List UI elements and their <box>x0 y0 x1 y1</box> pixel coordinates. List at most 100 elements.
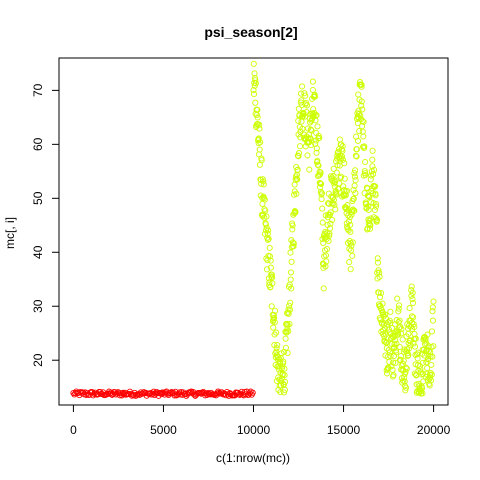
data-point <box>395 305 402 312</box>
data-point <box>333 191 340 198</box>
data-point <box>287 269 295 276</box>
y-tick-label: 30 <box>31 299 45 313</box>
data-point <box>414 355 421 362</box>
data-point <box>287 276 294 283</box>
data-point <box>323 245 331 253</box>
data-point <box>306 166 313 173</box>
data-point <box>408 313 415 320</box>
y-tick-label: 40 <box>31 245 45 259</box>
data-point <box>197 389 204 396</box>
data-point <box>317 188 324 195</box>
data-point <box>408 292 415 299</box>
data-point <box>302 92 309 99</box>
data-point <box>319 219 326 226</box>
data-point <box>360 133 367 140</box>
data-point <box>151 391 158 399</box>
data-point <box>318 180 325 188</box>
data-point <box>367 199 375 206</box>
data-point <box>327 220 334 227</box>
data-point <box>295 105 302 112</box>
data-point <box>256 125 263 132</box>
data-point <box>428 361 435 368</box>
data-point <box>327 209 334 216</box>
data-point <box>316 179 323 186</box>
data-point <box>405 330 412 337</box>
data-point <box>386 317 393 324</box>
data-point <box>415 349 422 356</box>
data-point <box>356 128 363 135</box>
data-point <box>334 162 341 169</box>
data-point <box>262 221 269 228</box>
data-point <box>303 102 311 109</box>
data-point <box>315 162 322 169</box>
data-point <box>394 295 401 302</box>
data-point <box>345 218 352 225</box>
data-point <box>339 147 346 154</box>
plot-frame <box>58 57 449 406</box>
data-point <box>402 368 409 376</box>
data-point <box>342 192 349 199</box>
data-point <box>319 205 326 212</box>
data-point <box>271 314 278 321</box>
data-point <box>341 175 348 182</box>
data-point <box>357 112 364 119</box>
data-point <box>296 143 304 150</box>
data-point <box>308 142 315 149</box>
data-point <box>350 195 357 202</box>
data-point <box>295 150 303 157</box>
data-point <box>214 388 222 395</box>
data-point <box>283 320 290 327</box>
data-point <box>313 149 320 156</box>
data-point <box>262 207 269 214</box>
data-point <box>273 344 280 352</box>
data-point <box>339 143 346 150</box>
data-point <box>387 308 394 315</box>
data-point <box>373 216 381 223</box>
data-point <box>358 83 365 90</box>
data-point <box>352 167 359 174</box>
data-point <box>361 143 368 150</box>
data-point <box>287 249 294 256</box>
data-point <box>265 227 272 234</box>
data-point <box>289 222 296 229</box>
y-tick-label: 20 <box>31 353 45 367</box>
data-point <box>359 117 366 124</box>
data-point <box>410 321 417 328</box>
data-point <box>366 193 373 201</box>
data-point <box>359 106 366 113</box>
x-tick-label: 0 <box>70 423 77 437</box>
data-point <box>370 171 377 178</box>
data-point <box>282 378 289 385</box>
data-point <box>362 158 369 166</box>
data-point <box>268 303 275 310</box>
data-point <box>345 206 352 214</box>
data-point <box>389 366 396 373</box>
y-axis: 20 30 40 50 60 70 <box>31 83 60 367</box>
data-point <box>366 225 374 232</box>
data-point <box>347 221 354 228</box>
data-point <box>332 206 339 213</box>
data-point <box>250 91 258 98</box>
data-point <box>338 153 346 160</box>
data-point <box>423 348 430 355</box>
data-point <box>372 183 379 190</box>
data-point <box>250 60 257 67</box>
data-point <box>411 343 419 350</box>
data-point <box>329 216 336 224</box>
data-point <box>406 345 413 352</box>
data-point <box>261 196 268 203</box>
x-tick-label: 10000 <box>237 423 271 437</box>
data-point <box>252 77 259 84</box>
data-point <box>349 239 356 246</box>
data-point <box>398 330 405 337</box>
data-point <box>408 283 415 290</box>
data-point <box>411 323 418 331</box>
data-point <box>273 348 280 355</box>
data-point <box>402 387 409 394</box>
data-point <box>362 171 369 179</box>
data-point <box>396 343 403 351</box>
data-point <box>309 78 316 85</box>
data-point <box>254 106 261 113</box>
y-tick-label: 50 <box>31 191 45 205</box>
data-point <box>316 134 323 141</box>
